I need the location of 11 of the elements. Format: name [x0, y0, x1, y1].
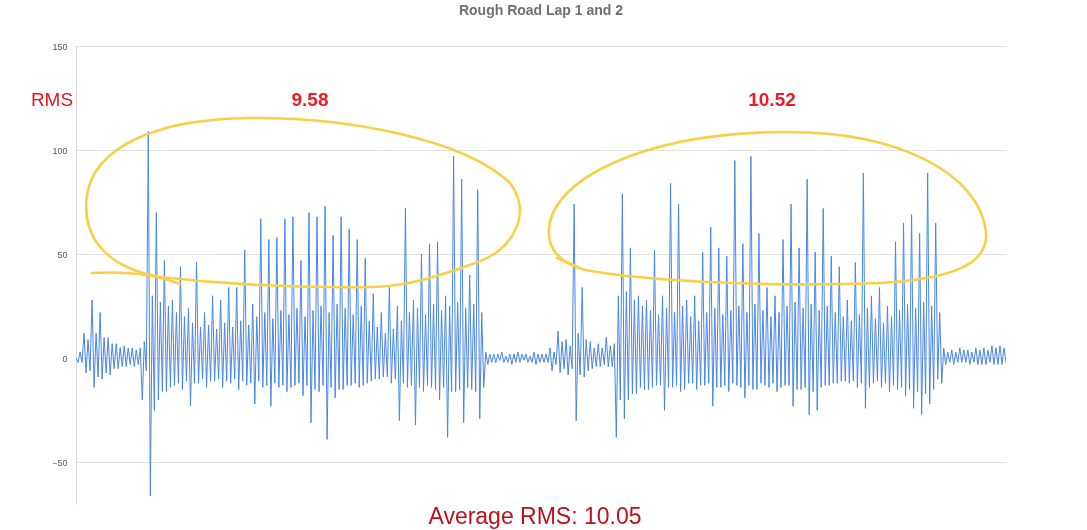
text: RMS	[30, 89, 74, 110]
y-tick-label: 50	[57, 249, 68, 260]
annotation: 10.52	[748, 89, 796, 110]
y-tick-label: 100	[52, 145, 68, 156]
annotation: Average RMS: 10.05	[428, 503, 642, 529]
line-series	[76, 130, 1006, 497]
annotation: 9.58	[291, 89, 329, 110]
y-tick-label: 150	[52, 41, 68, 52]
chart-title: Rough Road Lap 1 and 2	[458, 2, 624, 18]
y-tick-label: −50	[52, 457, 68, 468]
y-tick-label: 0	[62, 353, 68, 364]
